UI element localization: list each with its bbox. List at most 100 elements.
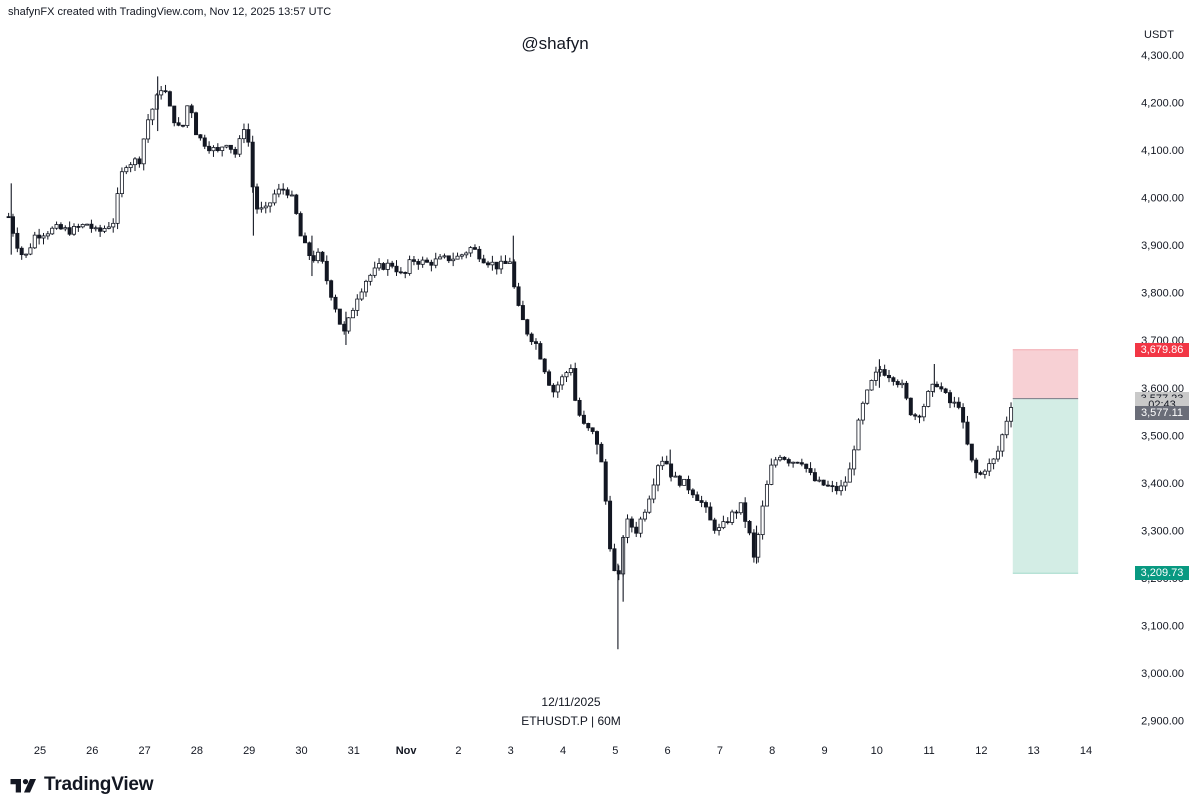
candle-body bbox=[67, 227, 72, 235]
candle-body bbox=[843, 481, 848, 487]
candle-body bbox=[411, 259, 416, 262]
candle-body bbox=[743, 502, 748, 522]
x-tick-label: 26 bbox=[86, 745, 98, 757]
candle-body bbox=[499, 260, 504, 270]
candle-body bbox=[791, 461, 796, 464]
x-tick-label: 3 bbox=[508, 745, 514, 757]
candle-body bbox=[346, 317, 351, 332]
candle-body bbox=[817, 479, 822, 482]
candle-body bbox=[642, 511, 647, 520]
candle-body bbox=[385, 262, 390, 270]
candle-body bbox=[969, 443, 974, 461]
candle-body bbox=[320, 251, 325, 262]
y-tick-label: 3,900.00 bbox=[1141, 240, 1184, 252]
x-tick-label: 10 bbox=[871, 745, 883, 757]
candle-body bbox=[978, 472, 983, 475]
candle-body bbox=[150, 108, 155, 121]
candle-body bbox=[32, 234, 37, 249]
candle-body bbox=[302, 235, 307, 244]
candle-body bbox=[834, 485, 839, 492]
candle-body bbox=[464, 252, 469, 256]
candle-body bbox=[882, 369, 887, 376]
candle-body bbox=[359, 291, 364, 300]
candle-body bbox=[608, 500, 613, 550]
candle-body bbox=[446, 255, 451, 262]
candle-body bbox=[268, 202, 273, 207]
candle-body bbox=[115, 193, 120, 224]
candle-body bbox=[202, 137, 207, 147]
candle-body bbox=[808, 468, 813, 473]
x-tick-label: 25 bbox=[34, 745, 46, 757]
candle-body bbox=[294, 194, 299, 214]
candle-body bbox=[669, 463, 674, 477]
candle-body bbox=[982, 470, 987, 475]
candle-body bbox=[821, 479, 826, 486]
candle-body bbox=[490, 261, 495, 266]
candle-body bbox=[686, 478, 691, 491]
candle-body bbox=[599, 443, 604, 463]
candle-body bbox=[547, 371, 552, 386]
candle-body bbox=[272, 193, 277, 204]
candle-body bbox=[381, 263, 386, 270]
x-tick-label: 9 bbox=[821, 745, 827, 757]
candle-body bbox=[507, 261, 512, 264]
candle-body bbox=[538, 343, 543, 360]
candle-body bbox=[403, 271, 408, 274]
candle-body bbox=[477, 248, 482, 260]
x-tick-label: 27 bbox=[138, 745, 150, 757]
candle-body bbox=[878, 369, 883, 373]
x-tick-label: 31 bbox=[348, 745, 360, 757]
candle-body bbox=[58, 224, 63, 230]
candle-body bbox=[241, 129, 246, 140]
x-tick-label: 29 bbox=[243, 745, 255, 757]
y-tick-label: 3,400.00 bbox=[1141, 478, 1184, 490]
candle-body bbox=[560, 376, 565, 386]
candle-body bbox=[756, 534, 761, 558]
candle-body bbox=[773, 459, 778, 466]
candle-body bbox=[991, 458, 996, 465]
currency-label: USDT bbox=[1144, 29, 1174, 41]
candle-body bbox=[926, 391, 931, 407]
candle-body bbox=[564, 372, 569, 378]
candle-body bbox=[612, 548, 617, 572]
candle-body bbox=[28, 247, 33, 255]
chart-watermark: @shafyn bbox=[521, 34, 589, 53]
candle-body bbox=[281, 188, 286, 191]
candle-body bbox=[664, 460, 669, 465]
candle-body bbox=[224, 144, 229, 148]
candle-body bbox=[782, 456, 787, 460]
candle-body bbox=[350, 309, 355, 319]
candle-body bbox=[956, 401, 961, 408]
candle-body bbox=[425, 259, 430, 263]
x-tick-label: 12 bbox=[975, 745, 987, 757]
candle-body bbox=[337, 308, 342, 325]
candle-body bbox=[233, 148, 238, 155]
candle-body bbox=[93, 227, 98, 230]
candle-body bbox=[934, 383, 939, 388]
candle-body bbox=[342, 323, 347, 332]
candle-body bbox=[211, 147, 216, 152]
candle-body bbox=[189, 105, 194, 114]
candle-body bbox=[695, 494, 700, 501]
candle-body bbox=[355, 298, 360, 311]
y-tick-label: 3,100.00 bbox=[1141, 620, 1184, 632]
candle-body bbox=[429, 261, 434, 266]
candle-body bbox=[215, 147, 220, 151]
candle-body bbox=[1000, 434, 1005, 452]
candle-body bbox=[459, 254, 464, 257]
candle-body bbox=[551, 384, 556, 393]
candle-body bbox=[416, 261, 421, 265]
candle-body bbox=[948, 392, 953, 404]
x-tick-label: 2 bbox=[455, 745, 461, 757]
price-tag: 3,209.73 bbox=[1135, 566, 1189, 581]
brand-logo-group[interactable]: TradingView bbox=[10, 774, 154, 796]
candle-body bbox=[255, 186, 260, 210]
candle-body bbox=[228, 144, 233, 150]
candle-body bbox=[830, 485, 835, 488]
candle-body bbox=[37, 234, 42, 239]
candle-body bbox=[651, 484, 656, 500]
candle-body bbox=[324, 260, 329, 282]
candle-body bbox=[137, 158, 142, 165]
candle-body bbox=[965, 421, 970, 445]
